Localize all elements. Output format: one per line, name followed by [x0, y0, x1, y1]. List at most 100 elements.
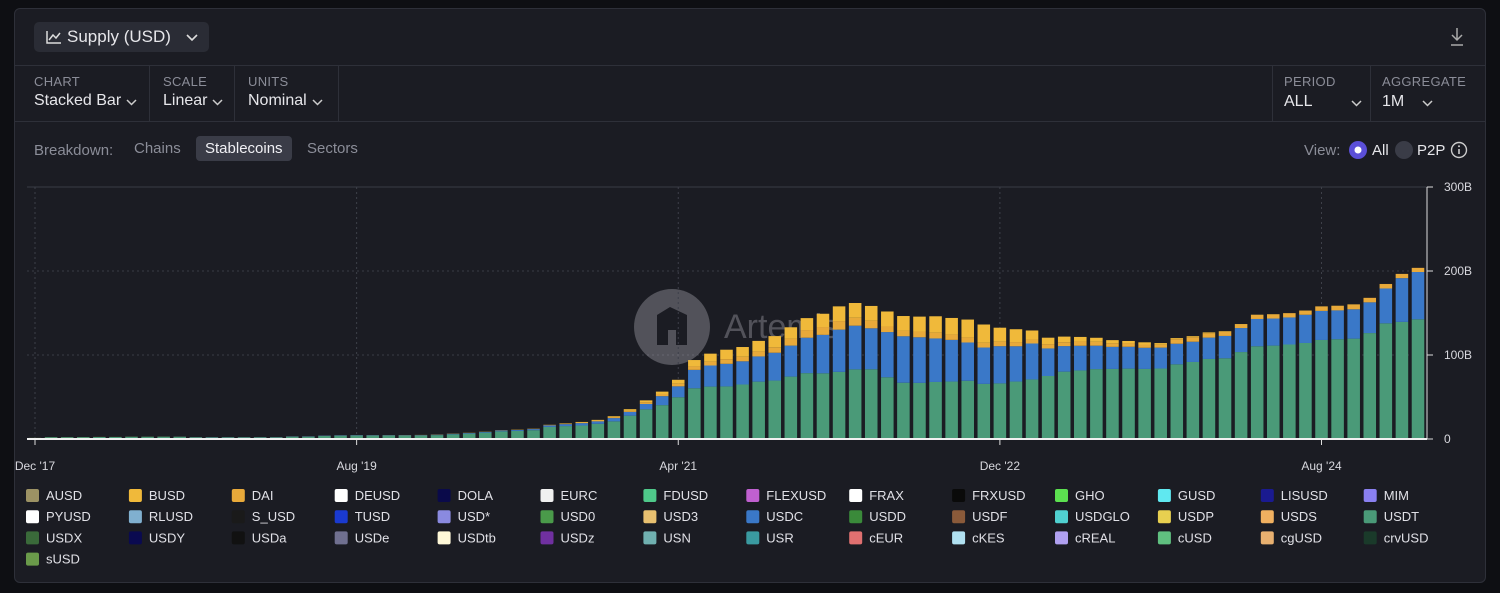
bar-segment	[1170, 338, 1184, 340]
legend-item[interactable]: sUSD	[26, 552, 80, 567]
legend-item[interactable]: USDGLO	[1055, 509, 1130, 524]
legend-item[interactable]: USDD	[849, 509, 906, 524]
bar-segment	[575, 421, 589, 423]
legend-item[interactable]: USDa	[231, 530, 287, 545]
legend-item[interactable]: GHO	[1055, 488, 1105, 503]
legend-item[interactable]: EURC	[540, 488, 598, 503]
bar-segment	[720, 386, 733, 439]
bar-segment	[1186, 341, 1200, 362]
control-value[interactable]: 1M	[1382, 93, 1405, 110]
bar-segment	[1347, 309, 1360, 339]
legend-item[interactable]: USDT	[1363, 509, 1419, 524]
legend-label: USDT	[1384, 509, 1419, 524]
legend-label: USDz	[561, 530, 595, 545]
bar-segment	[495, 431, 508, 439]
legend-item[interactable]: USD3	[643, 509, 698, 524]
legend-item[interactable]: crvUSD	[1363, 530, 1429, 545]
legend-label: DAI	[252, 488, 274, 503]
bar-segment	[655, 393, 669, 397]
legend-item[interactable]: USDY	[128, 530, 185, 545]
legend-item[interactable]: FLEXUSD	[746, 488, 826, 503]
legend-swatch	[231, 489, 245, 502]
legend-item[interactable]: cKES	[952, 530, 1005, 545]
legend-item[interactable]: USN	[643, 530, 691, 545]
legend-swatch	[128, 489, 142, 502]
bar-segment	[784, 376, 798, 439]
bar-segment	[1041, 337, 1055, 345]
view-option[interactable]: All	[1372, 142, 1389, 159]
bar-segment	[688, 369, 701, 389]
bar-segment	[671, 397, 685, 439]
legend-swatch	[746, 531, 760, 545]
bar-segment	[1363, 297, 1377, 303]
legend-item[interactable]: DOLA	[437, 488, 494, 503]
legend-label: USDe	[355, 530, 390, 545]
legend-swatch	[849, 531, 863, 545]
legend-item[interactable]: cUSD	[1157, 530, 1212, 545]
control-label: SCALE	[163, 74, 208, 89]
legend-swatch	[437, 489, 451, 502]
info-icon[interactable]	[1450, 141, 1468, 159]
control-value[interactable]: Stacked Bar	[34, 92, 122, 109]
legend-label: cKES	[972, 530, 1005, 545]
legend-item[interactable]: BUSD	[128, 488, 185, 503]
legend-item[interactable]: TUSD	[334, 509, 390, 524]
legend-swatch	[849, 489, 863, 502]
legend-label: cREAL	[1075, 530, 1115, 545]
legend-item[interactable]: LISUSD	[1260, 488, 1328, 503]
legend-item[interactable]: USDF	[952, 509, 1008, 524]
bar-segment	[639, 409, 653, 439]
legend-item[interactable]: DEUSD	[334, 488, 401, 503]
legend-swatch	[540, 531, 554, 545]
legend-item[interactable]: USDS	[1260, 509, 1317, 524]
legend-item[interactable]: cgUSD	[1260, 530, 1322, 545]
legend-item[interactable]: DAI	[231, 488, 274, 503]
legend-item[interactable]: USR	[746, 530, 794, 545]
legend-item[interactable]: PYUSD	[26, 509, 91, 524]
control-value[interactable]: Linear	[163, 92, 208, 109]
legend-item[interactable]: RLUSD	[128, 509, 193, 524]
breakdown-tab[interactable]: Stablecoins	[196, 136, 292, 161]
bar-segment	[1106, 368, 1119, 439]
bar-segment	[93, 436, 106, 439]
bar-segment	[881, 377, 894, 439]
download-icon[interactable]	[1449, 27, 1465, 47]
bar-segment	[302, 436, 315, 439]
legend-item[interactable]: FRAX	[849, 488, 904, 503]
legend-item[interactable]: FDUSD	[643, 488, 708, 503]
view-option[interactable]: P2P	[1417, 142, 1446, 159]
legend-item[interactable]: USDe	[334, 530, 390, 545]
bar-segment	[1106, 343, 1119, 347]
bar-segment	[479, 432, 492, 439]
breakdown-tab[interactable]: Chains	[134, 140, 181, 157]
legend-item[interactable]: USDtb	[437, 530, 496, 545]
legend-item[interactable]: GUSD	[1157, 488, 1216, 503]
divider	[234, 65, 235, 121]
bar-segment	[993, 327, 1007, 342]
radio-on[interactable]	[1348, 140, 1368, 160]
legend-item[interactable]: S_USD	[231, 509, 295, 524]
x-tick-label: Dec '22	[980, 459, 1021, 473]
bar-segment	[881, 332, 894, 378]
legend-item[interactable]: AUSD	[26, 488, 82, 503]
legend-item[interactable]: cEUR	[849, 530, 903, 545]
legend-item[interactable]: USDX	[26, 530, 82, 545]
legend-item[interactable]: USDz	[540, 530, 595, 545]
legend-item[interactable]: USD*	[437, 509, 491, 524]
legend-item[interactable]: MIM	[1363, 488, 1409, 503]
legend-item[interactable]: USD0	[540, 509, 596, 524]
legend-item[interactable]: FRXUSD	[952, 488, 1026, 503]
legend-item[interactable]: USDC	[746, 509, 803, 524]
bar-segment	[961, 337, 974, 343]
chevron	[312, 99, 323, 106]
legend-swatch	[952, 531, 966, 545]
control-value[interactable]: ALL	[1284, 93, 1313, 110]
breakdown-tab[interactable]: Sectors	[307, 140, 358, 157]
legend-item[interactable]: cREAL	[1055, 530, 1115, 545]
bar-segment	[1250, 314, 1264, 319]
title-dropdown[interactable]: Supply (USD)	[34, 22, 209, 52]
control-value[interactable]: Nominal	[248, 92, 307, 109]
legend-item[interactable]: USDP	[1157, 509, 1214, 524]
radio-off[interactable]	[1394, 140, 1414, 160]
